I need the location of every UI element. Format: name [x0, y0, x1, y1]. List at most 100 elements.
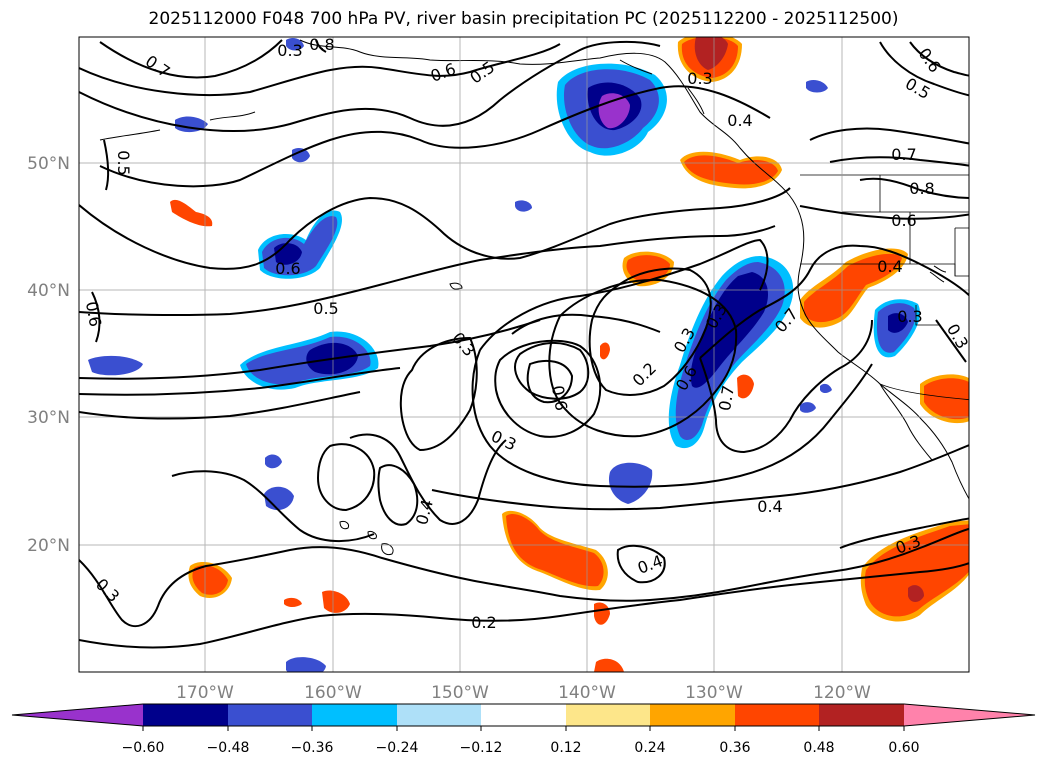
- contour-0.4-south-east: [616, 544, 666, 584]
- contour-0.5-middle: [79, 225, 776, 317]
- lon-label-170w: 170°W: [176, 683, 234, 703]
- colorbar-tick-label: 0.48: [803, 740, 834, 756]
- contour-label: 0.5: [114, 150, 133, 175]
- colorbar-tick-label: 0.36: [719, 740, 750, 756]
- lat-label-20n: 20°N: [27, 536, 70, 556]
- contour-0.7-ne: [829, 156, 969, 167]
- contour-0.6-ne-top: [909, 41, 969, 77]
- colorbar-tick-label: 0.24: [634, 740, 665, 756]
- colorbar-ticks: [142, 726, 905, 731]
- coastline-alaska: [299, 39, 801, 216]
- contour-label: 0.7: [891, 145, 916, 164]
- negative-blob-bc: [806, 80, 828, 93]
- lon-label-150w: 150°W: [431, 683, 489, 703]
- border-state-e: [915, 305, 940, 326]
- lon-label-140w: 140°W: [558, 683, 616, 703]
- contour-0.4-south-b: [377, 464, 419, 526]
- negative-blob-small-b: [515, 200, 532, 212]
- contour-0.3-southwest: [79, 527, 969, 628]
- positive-blob-ne-pacific-south-core: [864, 524, 969, 617]
- map-frame: [78, 36, 970, 673]
- positive-blob-160w-17n: [322, 590, 350, 613]
- contour-northwest-0.7: [99, 39, 283, 79]
- lat-axis-labels: 50°N 40°N 30°N 20°N: [27, 154, 70, 556]
- contour-label: 0.2: [471, 613, 496, 632]
- contour-label: 0.2: [629, 359, 660, 390]
- colorbar-segment: [481, 704, 566, 726]
- coastline-baja: [879, 383, 933, 461]
- colorbar-segment: [143, 704, 228, 726]
- map-content: 0.7 0.8 0.6 0.5 0.3 0.4 0.6 0.5 0.5 0.7 …: [79, 37, 972, 672]
- positive-blob-baja-core: [924, 378, 969, 420]
- contour-low-0.4: [511, 313, 661, 400]
- negative-blob-south-a: [608, 462, 653, 504]
- contour-0.6-north: [79, 43, 561, 96]
- contour-0.3-east: [935, 319, 967, 363]
- contour-0.5-west: [99, 85, 771, 188]
- contour-label: 0.4: [412, 497, 437, 527]
- colorbar-tick-label: 0.60: [888, 740, 919, 756]
- contour-0.2-south: [79, 562, 969, 649]
- contour-label: 0.4: [757, 497, 782, 516]
- contour-low-0.2: [588, 267, 712, 396]
- contour-0.5-north: [79, 40, 661, 132]
- colorbar-segment: [228, 704, 312, 726]
- contour-label: 0.8: [909, 179, 934, 198]
- coastlines: [99, 39, 969, 555]
- contour-0.8-ne: [859, 177, 969, 199]
- positive-blob-small-141w: [600, 342, 610, 360]
- contour-0.6-loop: [494, 339, 602, 438]
- negative-blob-gulf-alaska-max: [598, 93, 630, 129]
- lat-label-40n: 40°N: [27, 281, 70, 301]
- positive-blob-small-139w: [594, 602, 610, 625]
- coastline-island-b: [929, 265, 947, 283]
- contour-label: 0.7: [142, 51, 174, 81]
- negative-band-central-core: [690, 272, 768, 388]
- positive-blob-bottom: [594, 658, 624, 672]
- contour-label: 0.6: [82, 300, 105, 328]
- contour-0.3-east-south: [839, 517, 969, 549]
- contour-band-b: [79, 367, 401, 396]
- lat-label-30n: 30°N: [27, 408, 70, 428]
- contour-label: 0.3: [943, 320, 972, 352]
- contour-label: 0.6: [891, 211, 916, 230]
- colorbar-extend-max: [904, 704, 1035, 726]
- contour-0.3-loop-large: [471, 238, 873, 488]
- border-us-mexico: [879, 383, 969, 401]
- negative-blob-south-d: [286, 657, 326, 672]
- contour-label: 0.4: [877, 257, 902, 276]
- lon-label-120w: 120°W: [813, 683, 871, 703]
- colorbar-tick-label: −0.12: [460, 740, 503, 756]
- contour-inner-loop: [526, 359, 574, 404]
- positive-blob-ca-coast-core: [804, 253, 902, 323]
- contour-low-0.3: [548, 278, 738, 438]
- coastline-island-a: [449, 282, 463, 290]
- contour-band-c: [79, 391, 361, 420]
- contour-0.6-small-west: [91, 291, 101, 343]
- contour-0.4-long: [431, 444, 969, 511]
- coastline-west-coast: [797, 214, 969, 500]
- lat-label-50n: 50°N: [27, 154, 70, 174]
- contour-label: 0.6: [428, 59, 458, 86]
- positive-blob-146w-20n-core: [506, 513, 604, 587]
- contour-band-a: [79, 319, 541, 380]
- contour-0.3-south: [349, 433, 507, 525]
- contour-label: 0.3: [277, 41, 302, 60]
- contour-label: 0.6: [275, 259, 300, 278]
- border-state-d: [954, 227, 969, 276]
- contour-0.5-ne: [879, 41, 969, 97]
- colorbar-segment: [650, 704, 735, 726]
- contour-label: 0.3: [897, 307, 922, 326]
- negative-blob-west: [88, 355, 143, 376]
- colorbar-segment: [735, 704, 819, 726]
- positive-blob-small-126w: [737, 374, 754, 399]
- colorbar-tick-labels: −0.60 −0.48 −0.36 −0.24 −0.12 0.12 0.24 …: [122, 740, 920, 756]
- pv-contours: [79, 39, 969, 649]
- negative-blob-south-c: [265, 454, 282, 469]
- contour-0.6-ne: [809, 127, 969, 145]
- negative-blob-south-b: [264, 486, 294, 511]
- negative-blob-near-coast-core: [888, 313, 908, 333]
- colorbar-segment: [819, 704, 904, 726]
- contour-label: 0.7: [715, 384, 738, 412]
